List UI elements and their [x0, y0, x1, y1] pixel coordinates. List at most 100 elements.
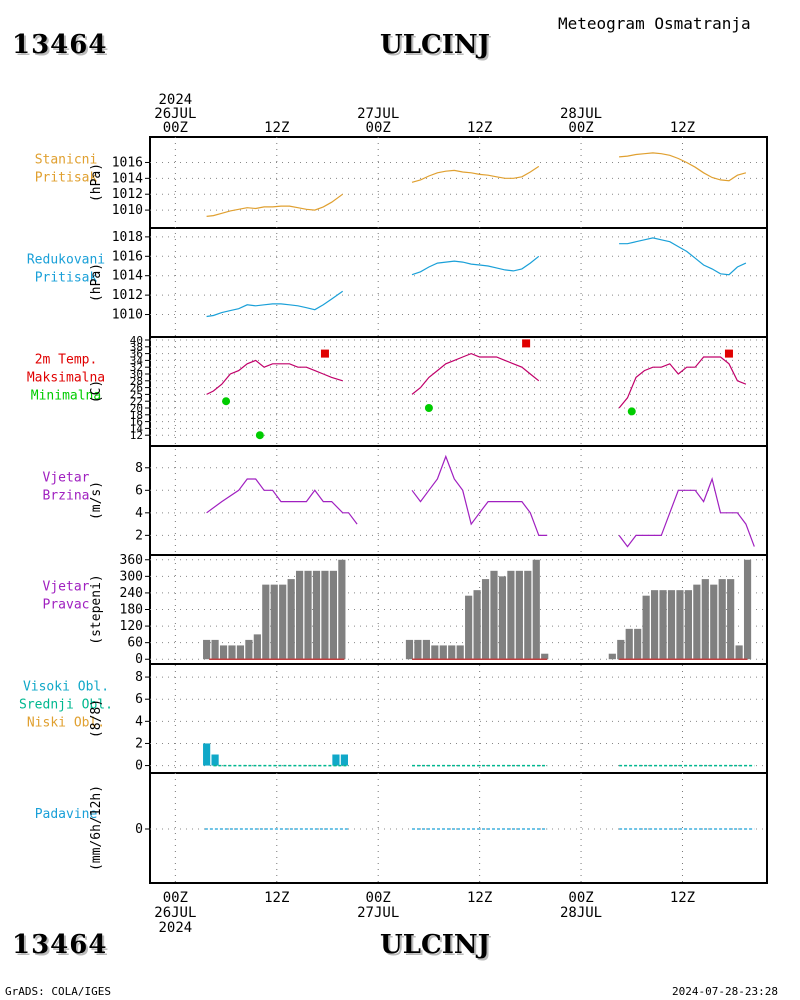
panel-label-vjetar_pravac: Pravac: [43, 598, 90, 613]
y-tick-label: 0: [135, 822, 143, 837]
tmin-marker: [627, 407, 636, 416]
bar-vjetar_pravac: [405, 639, 414, 660]
city-title-top: ULCINJ: [380, 30, 490, 60]
y-tick-label: 120: [120, 619, 143, 634]
y-tick-label: 20: [130, 402, 143, 415]
bar-vjetar_pravac: [617, 639, 625, 660]
series-line-vjetar_brzina: [411, 454, 548, 536]
bar-vjetar_pravac: [439, 645, 447, 660]
panel-label-vjetar_brzina: Brzina: [43, 489, 90, 504]
y-tick-label: 1014: [112, 171, 143, 186]
series-line-redukovani: [619, 237, 747, 276]
series-line-stanicni: [206, 193, 344, 217]
bar-vjetar_pravac: [456, 645, 464, 660]
y-tick-label: 1016: [112, 249, 143, 264]
y-tick-label: 240: [120, 586, 143, 601]
bar-vjetar_pravac: [634, 628, 642, 660]
bar-vjetar_pravac: [431, 645, 439, 660]
y-tick-label: 16: [130, 416, 143, 429]
bar-vjetar_pravac: [541, 653, 549, 660]
time-label-top: 00Z: [366, 120, 391, 136]
time-label-bottom: 12Z: [467, 890, 492, 906]
grads-credit: GrADS: COLA/IGES: [5, 985, 111, 998]
bar-oblacnost: [340, 754, 348, 766]
series-line-temperatura: [618, 356, 747, 409]
bar-vjetar_pravac: [727, 579, 735, 660]
time-label-top: 28JUL: [560, 106, 602, 122]
series-line-redukovani: [206, 290, 344, 318]
time-label-top: 2024: [158, 92, 192, 108]
bar-vjetar_pravac: [219, 645, 228, 660]
bar-vjetar_pravac: [262, 584, 270, 660]
panel-label-padavine: Padavine: [35, 807, 98, 822]
y-tick-label: 360: [120, 553, 143, 568]
y-tick-label: 38: [130, 341, 143, 354]
tmax-marker: [522, 339, 531, 348]
bar-oblacnost: [203, 743, 211, 766]
bar-vjetar_pravac: [684, 590, 692, 660]
y-tick-label: 12: [130, 429, 143, 442]
render-timestamp: 2024-07-28-23:28: [672, 985, 778, 998]
bar-vjetar_pravac: [279, 584, 287, 660]
y-tick-label: 0: [135, 759, 143, 774]
bar-vjetar_pravac: [693, 584, 701, 660]
panel-label-oblacnost: Srednji Obl.: [19, 698, 113, 713]
time-label-bottom: 00Z: [366, 890, 391, 906]
bar-vjetar_pravac: [490, 570, 498, 660]
time-label-top: 00Z: [163, 120, 188, 136]
y-tick-label: 1012: [112, 288, 143, 303]
tmin-marker: [222, 397, 231, 406]
bar-vjetar_pravac: [642, 595, 650, 660]
y-axis-label-stanicni: (hPa): [89, 163, 104, 202]
time-label-top: 27JUL: [357, 106, 399, 122]
bar-vjetar_pravac: [312, 570, 321, 660]
y-axis-label-oblacnost: (8/8): [89, 699, 104, 738]
bar-vjetar_pravac: [253, 634, 261, 660]
bar-vjetar_pravac: [329, 570, 338, 660]
y-tick-label: 6: [135, 483, 143, 498]
series-line-stanicni: [411, 165, 540, 183]
bar-vjetar_pravac: [667, 590, 676, 660]
bar-vjetar_pravac: [236, 645, 245, 660]
y-tick-label: 30: [130, 368, 143, 381]
bar-vjetar_pravac: [507, 570, 515, 660]
y-tick-label: 300: [120, 569, 143, 584]
y-axis-label-vjetar_pravac: (stepeni): [89, 574, 104, 644]
bar-vjetar_pravac: [203, 639, 211, 660]
series-line-temperatura: [206, 359, 343, 395]
time-label-bottom: 26JUL: [154, 905, 196, 921]
time-label-top: 26JUL: [154, 106, 196, 122]
bar-vjetar_pravac: [515, 570, 523, 660]
panel-label-vjetar_brzina: Vjetar: [43, 471, 90, 486]
series-line-temperatura: [411, 352, 540, 395]
time-label-bottom: 12Z: [670, 890, 695, 906]
bar-vjetar_pravac: [465, 595, 473, 660]
bar-vjetar_pravac: [338, 559, 346, 660]
bar-vjetar_pravac: [625, 628, 633, 660]
y-tick-label: 4: [135, 714, 143, 729]
series-line-stanicni: [619, 152, 747, 182]
y-tick-label: 32: [130, 361, 143, 374]
y-tick-label: 1014: [112, 269, 143, 284]
panel-label-temperatura: 2m Temp.: [35, 353, 98, 368]
time-label-bottom: 27JUL: [357, 905, 399, 921]
bar-vjetar_pravac: [710, 584, 718, 660]
y-tick-label: 36: [130, 348, 143, 361]
bar-vjetar_pravac: [608, 653, 616, 660]
y-tick-label: 25: [130, 388, 143, 401]
bar-vjetar_pravac: [659, 590, 667, 660]
y-tick-label: 18: [130, 409, 143, 422]
series-line-vjetar_brzina: [206, 478, 358, 525]
y-tick-label: 60: [127, 636, 143, 651]
y-tick-label: 28: [130, 375, 143, 388]
panel-label-stanicni: Stanicni: [35, 153, 98, 168]
tmin-marker: [424, 404, 433, 412]
bar-vjetar_pravac: [422, 639, 430, 660]
y-tick-label: 1010: [112, 308, 143, 323]
y-tick-label: 2: [135, 736, 143, 751]
panel-label-temperatura: Maksimalna: [27, 371, 105, 386]
y-tick-label: 1012: [112, 187, 143, 202]
bar-vjetar_pravac: [481, 579, 490, 660]
panel-label-redukovani: Redukovani: [27, 253, 105, 268]
